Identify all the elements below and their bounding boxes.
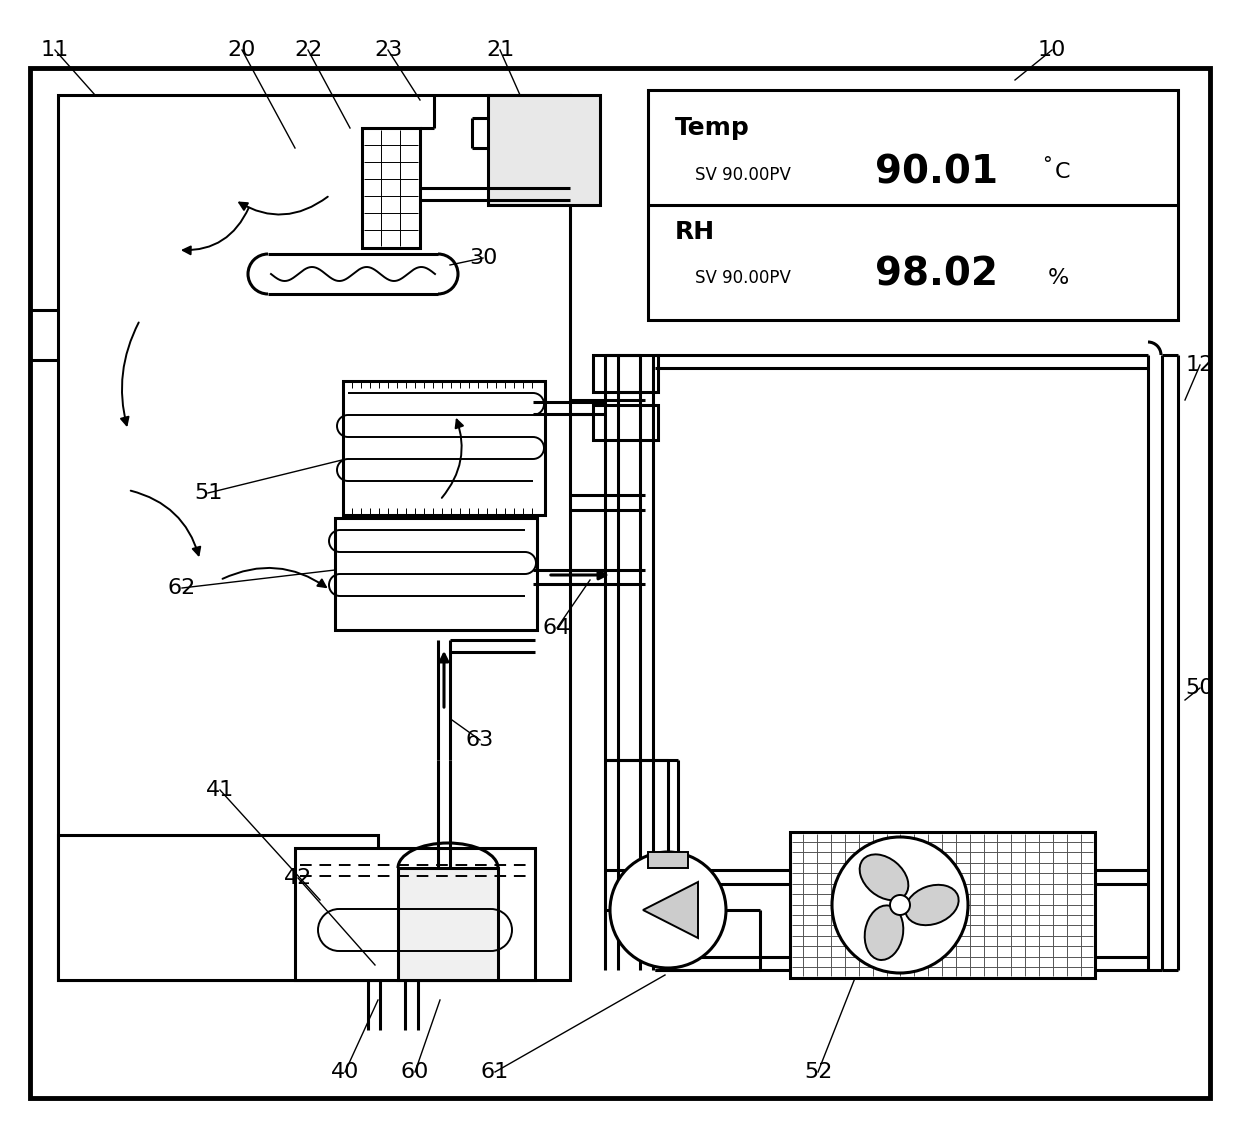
Circle shape [890, 896, 910, 915]
Text: 20: 20 [228, 40, 257, 60]
Circle shape [832, 837, 968, 973]
Text: 98.02: 98.02 [875, 256, 998, 294]
Bar [489, 94, 600, 205]
Bar [649, 90, 1178, 319]
Text: 12: 12 [1185, 356, 1214, 375]
Bar [295, 848, 534, 980]
Text: 50: 50 [1185, 678, 1214, 698]
Text: 21: 21 [486, 40, 515, 60]
Text: 42: 42 [284, 868, 312, 888]
Bar [58, 835, 378, 980]
Ellipse shape [905, 885, 959, 925]
Text: C: C [1055, 162, 1070, 182]
Bar [362, 128, 420, 248]
Text: 52: 52 [804, 1062, 832, 1082]
Text: 10: 10 [1038, 40, 1066, 60]
Ellipse shape [859, 854, 909, 900]
Text: °: ° [1042, 154, 1052, 173]
Bar [593, 356, 658, 392]
Text: %: % [1048, 268, 1069, 288]
Bar [649, 852, 688, 868]
Text: RH: RH [675, 220, 715, 244]
Text: Temp: Temp [675, 116, 750, 140]
Bar [58, 94, 570, 980]
Text: 41: 41 [206, 780, 234, 800]
Bar [398, 868, 498, 980]
Polygon shape [644, 882, 698, 938]
Text: 40: 40 [331, 1062, 360, 1082]
Text: 61: 61 [481, 1062, 510, 1082]
Text: SV 90.00PV: SV 90.00PV [694, 166, 791, 184]
Text: 22: 22 [294, 40, 322, 60]
Text: 90.01: 90.01 [875, 153, 998, 191]
Circle shape [610, 852, 725, 968]
Ellipse shape [864, 906, 903, 960]
Text: SV 90.00PV: SV 90.00PV [694, 269, 791, 287]
Text: 11: 11 [41, 40, 69, 60]
Text: 63: 63 [466, 730, 494, 750]
Text: 51: 51 [193, 483, 222, 503]
Text: 23: 23 [374, 40, 402, 60]
Text: 62: 62 [167, 578, 196, 598]
Bar [790, 832, 1095, 978]
Text: 30: 30 [469, 248, 497, 268]
Bar [335, 518, 537, 630]
Text: 64: 64 [543, 618, 572, 638]
Bar [343, 381, 546, 515]
Text: 60: 60 [401, 1062, 429, 1082]
Bar [593, 405, 658, 440]
